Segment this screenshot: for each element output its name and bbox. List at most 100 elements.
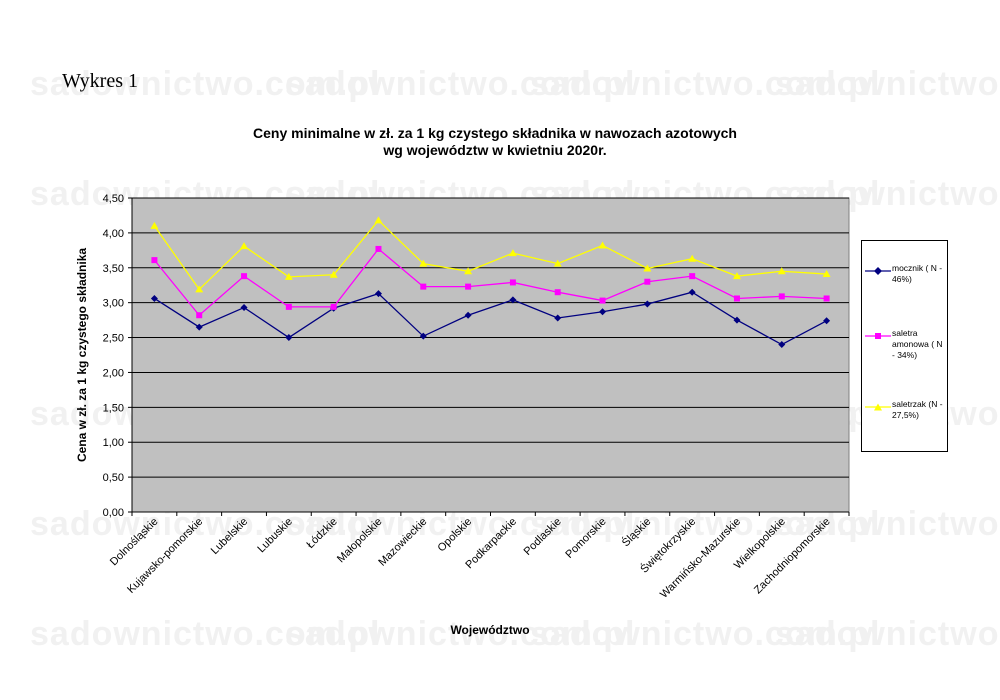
y-tick-label: 3,50: [103, 263, 124, 275]
legend-triangle-icon: [874, 403, 882, 411]
watermark-text: sadownictwo.com.pl: [530, 65, 881, 103]
data-point: [508, 249, 517, 257]
data-point: [554, 289, 561, 296]
data-point: [150, 221, 159, 229]
data-point: [465, 283, 472, 290]
data-point: [733, 316, 741, 324]
data-point: [419, 332, 427, 340]
data-point: [330, 303, 337, 310]
data-point: [688, 288, 696, 296]
data-point: [689, 273, 696, 280]
data-point: [464, 311, 472, 319]
x-axis-label: Województwo: [450, 623, 529, 637]
data-point: [374, 290, 382, 298]
data-point: [195, 323, 203, 331]
data-point: [196, 312, 203, 319]
data-point: [241, 273, 248, 280]
x-tick-label: Łódzkie: [304, 516, 339, 551]
series-2: [151, 245, 830, 319]
data-point: [285, 334, 293, 342]
data-point: [420, 283, 427, 290]
data-point: [643, 264, 652, 272]
legend-marker-saletrzak: [865, 403, 891, 411]
gridlines: [128, 197, 850, 516]
legend: mocznik ( N - 46%) saletra amonowa ( N -…: [861, 240, 948, 452]
data-point: [284, 272, 293, 280]
x-tick-label: Podlaskie: [522, 516, 564, 558]
x-tick-label: Mazowieckie: [376, 516, 429, 569]
series-line: [153, 219, 827, 291]
data-point: [778, 341, 786, 349]
watermark-text: sadownictwo.com.pl: [285, 615, 636, 653]
y-tick-label: 0,00: [103, 507, 124, 519]
data-point: [643, 300, 651, 308]
watermark-text: sadownictwo.com.pl: [775, 615, 1000, 653]
data-point: [285, 303, 292, 310]
data-point: [464, 267, 473, 275]
data-point: [733, 295, 740, 302]
chart-title-line-2: wg województw w kwietniu 2020r.: [383, 142, 607, 158]
y-tick-label: 4,50: [103, 193, 124, 205]
chart-title: Ceny minimalne w zł. za 1 kg czystego sk…: [190, 125, 800, 159]
data-point: [599, 308, 607, 316]
series-line: [154, 291, 827, 346]
document-heading: Wykres 1: [62, 70, 138, 92]
data-point: [823, 295, 830, 302]
data-point: [777, 267, 786, 275]
x-tick-label: Opolskie: [435, 516, 474, 555]
legend-label-saletrzak: saletrzak (N - 27,5%): [892, 399, 943, 420]
data-point: [732, 272, 741, 280]
legend-label-mocznik: mocznik ( N - 46%): [892, 263, 943, 284]
y-tick-label: 1,50: [103, 402, 124, 414]
data-point: [195, 285, 204, 293]
data-point: [509, 296, 517, 304]
data-point: [509, 279, 516, 286]
y-tick-label: 0,50: [103, 472, 124, 484]
data-point: [644, 278, 651, 285]
x-tick-label: Małopolskie: [335, 516, 385, 566]
data-point: [240, 304, 248, 312]
legend-label-saletra: saletra amonowa ( N - 34%): [892, 328, 943, 360]
y-tick-label: 2,00: [103, 367, 124, 379]
data-point: [240, 242, 249, 250]
x-tick-label: Kujawsko-pomorskie: [125, 516, 205, 596]
legend-square-icon: [875, 333, 881, 339]
data-point: [374, 216, 383, 224]
data-point: [150, 294, 158, 302]
data-point: [599, 297, 606, 304]
legend-marker-saletra: [865, 333, 891, 339]
series-line: [153, 248, 827, 317]
series-1: [150, 288, 831, 349]
data-point: [554, 314, 562, 322]
plot-area: [131, 197, 850, 513]
series-3: [150, 216, 831, 293]
y-tick-label: 2,50: [103, 333, 124, 345]
y-tick-label: 3,00: [103, 298, 124, 310]
legend-diamond-icon: [874, 267, 882, 275]
data-point: [151, 257, 158, 264]
series-layer: [150, 216, 831, 349]
data-point: [822, 270, 831, 278]
y-tick-label: 1,00: [103, 437, 124, 449]
x-tick-label: Warmińsko-Mazurskie: [658, 516, 743, 601]
data-point: [329, 270, 338, 278]
watermark-text: sadownictwo.com.pl: [30, 65, 381, 103]
data-point: [688, 254, 697, 262]
y-tick-label: 4,00: [103, 228, 124, 240]
watermark-text: sadownictwo.com.pl: [530, 615, 881, 653]
data-point: [598, 241, 607, 249]
data-point: [419, 259, 428, 267]
y-axis-label: Cena w zł. za 1 kg czystego składnika: [75, 248, 89, 462]
chart-title-line-1: Ceny minimalne w zł. za 1 kg czystego sk…: [253, 125, 737, 141]
y-axis-tick-labels: 0,00 0,50 1,00 1,50 2,00 2,50 3,00 3,50 4,00 4,50: [103, 193, 124, 519]
x-tick-label: Lubelskie: [209, 516, 250, 557]
x-tick-label: Lubuskie: [255, 516, 295, 556]
data-point: [375, 245, 382, 252]
x-tick-label: Pomorskie: [563, 516, 608, 561]
watermark-text: sadownictwo.com.pl: [775, 65, 1000, 103]
x-tick-label: Śląskie: [619, 515, 653, 549]
watermark-text: sadownictwo.com.pl: [285, 65, 636, 103]
